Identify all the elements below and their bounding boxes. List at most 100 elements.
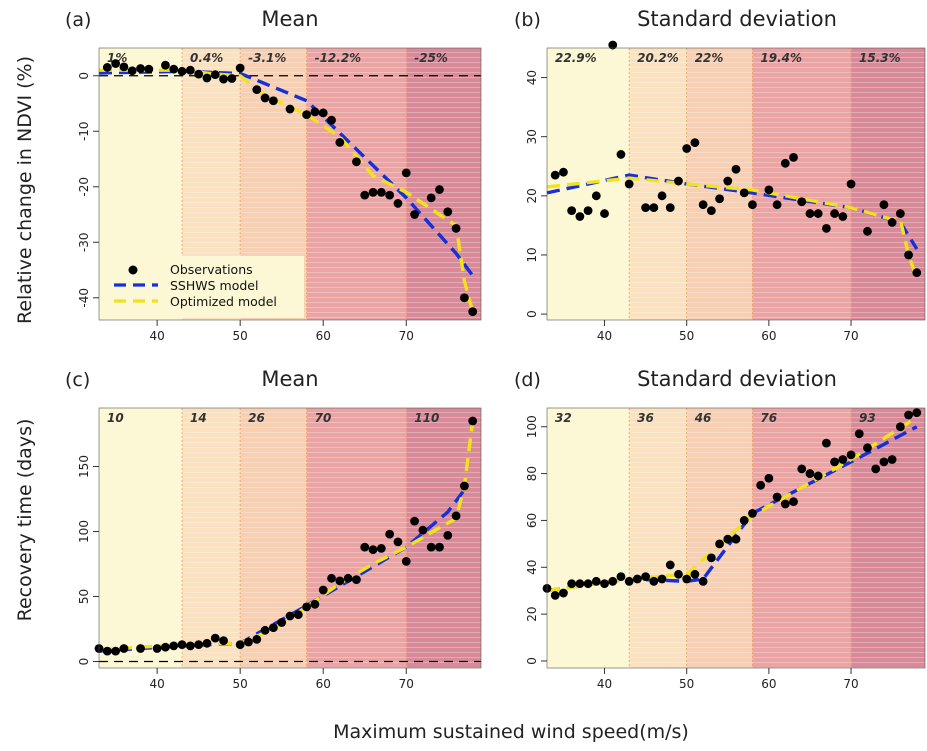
legend-observations-marker <box>128 265 138 275</box>
observation-point <box>210 70 220 80</box>
observation-point <box>368 545 378 555</box>
observation-point <box>723 176 733 186</box>
plot-area-b: 22.9% 20.2% 22% 19.4% 15.3% 40 50 60 70 0 10 20 30 40 <box>525 40 926 343</box>
observation-point <box>706 206 716 216</box>
observation-point <box>293 610 303 620</box>
observation-point <box>227 74 237 83</box>
observation-point <box>789 497 798 507</box>
observation-point <box>682 144 692 153</box>
observation-point <box>335 137 345 147</box>
observation-point <box>268 96 278 106</box>
zone-label: 46 <box>694 411 712 425</box>
x-tick-label: 60 <box>316 677 331 691</box>
x-tick-label: 60 <box>761 329 776 343</box>
observation-point <box>591 576 601 586</box>
observation-point <box>252 635 262 644</box>
y-tick-label: 20 <box>525 606 539 621</box>
observation-point <box>119 644 129 653</box>
observation-point <box>468 307 478 317</box>
observation-point <box>194 69 204 79</box>
zone-label: 14 <box>190 411 207 425</box>
x-tick-label: 40 <box>149 677 164 691</box>
observation-point <box>608 576 618 586</box>
observation-point <box>813 471 823 481</box>
observation-point <box>169 641 179 651</box>
observation-point <box>185 641 195 651</box>
observation-point <box>401 168 411 178</box>
observation-point <box>731 164 741 174</box>
observation-point <box>805 469 815 478</box>
observation-point <box>731 534 741 544</box>
observation-point <box>459 293 469 303</box>
observation-point <box>318 585 328 595</box>
observation-point <box>764 185 774 195</box>
observation-point <box>102 63 112 72</box>
y-tick-label: 50 <box>77 589 91 604</box>
zone-label: 93 <box>859 411 876 425</box>
observation-point <box>575 212 585 221</box>
observation-point <box>393 199 403 208</box>
zone-hatch <box>752 408 852 668</box>
panel-title: Mean <box>261 367 318 391</box>
observation-point <box>649 203 659 213</box>
y-tick-label: -40 <box>77 288 91 308</box>
observation-point <box>360 190 370 200</box>
observation-point <box>887 455 897 464</box>
observation-point <box>657 191 667 201</box>
zone-label: -3.1% <box>248 51 286 65</box>
observation-point <box>789 152 798 162</box>
observation-point <box>451 224 461 233</box>
observation-point <box>260 93 270 103</box>
observation-point <box>302 602 312 612</box>
observation-point <box>352 157 361 167</box>
observation-point <box>830 457 840 467</box>
observation-point <box>277 618 287 627</box>
panel-title: Standard deviation <box>637 7 837 31</box>
zone-label: 20.2% <box>637 51 679 65</box>
observation-point <box>244 637 253 647</box>
observation-point <box>401 557 411 566</box>
observation-point <box>260 625 270 635</box>
y-tick-label: 100 <box>525 415 539 438</box>
y-tick-label: 40 <box>525 560 539 575</box>
observation-point <box>136 644 145 653</box>
observation-point <box>285 104 295 114</box>
observation-point <box>318 108 328 118</box>
y-tick-label: 10 <box>525 247 539 262</box>
observation-point <box>368 187 378 197</box>
observation-point <box>119 62 129 72</box>
observation-point <box>169 64 179 74</box>
zone-label: 22% <box>695 51 724 65</box>
observation-point <box>632 574 642 584</box>
panel-c: (c) Mean 10 14 26 70 110 40 50 60 70 0 50 100 150 <box>65 367 482 691</box>
y-tick-label: 30 <box>525 129 539 144</box>
observation-point <box>219 636 228 646</box>
observation-point <box>352 575 361 584</box>
zone-label: 70 <box>315 411 332 425</box>
panel-title: Mean <box>261 7 318 31</box>
observation-point <box>443 531 453 540</box>
y-axis-label-bottom: Recovery time (days) <box>14 419 36 622</box>
observation-point <box>550 590 560 600</box>
legend: Observations SSHWS model Optimized model <box>108 256 304 318</box>
sshws-model-line <box>546 173 919 250</box>
observation-point <box>567 206 577 216</box>
observation-point <box>895 209 905 218</box>
panel-d: (d) Standard deviation 32 36 46 76 93 40 50 60 7… <box>514 367 926 691</box>
observation-point <box>550 170 560 180</box>
observation-point <box>649 576 659 586</box>
observation-point <box>327 115 336 125</box>
observation-point <box>616 572 626 582</box>
observation-point <box>360 542 370 552</box>
observation-point <box>459 481 469 491</box>
observation-point <box>772 492 782 502</box>
zone-hatch <box>851 408 925 668</box>
observation-point <box>756 480 766 490</box>
zone-label: 22.9% <box>555 51 597 65</box>
plot-area-c: 10 14 26 70 110 40 50 60 70 0 50 100 150 <box>77 407 482 691</box>
x-axis-label: Maximum sustained wind speed(m/s) <box>333 721 689 743</box>
observation-point <box>879 457 889 467</box>
y-axis-label-top: Relative change in NDVI (%) <box>14 56 36 324</box>
y-tick-label: -20 <box>77 177 91 197</box>
observation-point <box>202 638 212 648</box>
